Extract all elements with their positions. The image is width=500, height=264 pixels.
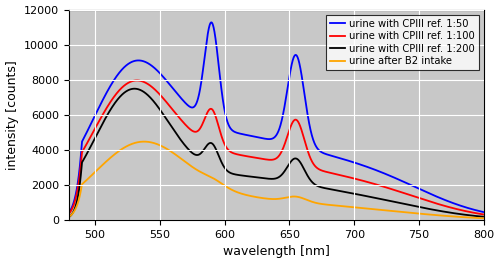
urine with CPIII ref. 1:200 — [257, 176, 263, 179]
urine after B2 intake — [87, 175, 93, 178]
urine after B2 intake — [393, 210, 399, 213]
urine with CPIII ref. 1:200 — [132, 87, 138, 90]
urine with CPIII ref. 1:50 — [469, 208, 475, 211]
urine with CPIII ref. 1:100 — [87, 136, 93, 139]
urine with CPIII ref. 1:100 — [257, 157, 263, 160]
urine with CPIII ref. 1:200 — [469, 214, 475, 217]
X-axis label: wavelength [nm]: wavelength [nm] — [223, 246, 330, 258]
urine after B2 intake — [469, 216, 475, 219]
urine with CPIII ref. 1:100 — [66, 212, 72, 215]
urine with CPIII ref. 1:50 — [393, 177, 399, 180]
urine with CPIII ref. 1:100 — [134, 79, 140, 82]
urine with CPIII ref. 1:50 — [469, 208, 475, 211]
Line: urine with CPIII ref. 1:100: urine with CPIII ref. 1:100 — [69, 81, 484, 214]
urine after B2 intake — [257, 196, 263, 199]
urine with CPIII ref. 1:50 — [257, 136, 263, 139]
Legend: urine with CPIII ref. 1:50, urine with CPIII ref. 1:100, urine with CPIII ref. 1: urine with CPIII ref. 1:50, urine with C… — [326, 15, 479, 70]
urine with CPIII ref. 1:200 — [469, 214, 475, 217]
urine after B2 intake — [268, 197, 274, 201]
Line: urine with CPIII ref. 1:200: urine with CPIII ref. 1:200 — [69, 89, 484, 217]
urine with CPIII ref. 1:100 — [469, 211, 475, 214]
Line: urine after B2 intake: urine after B2 intake — [69, 142, 484, 218]
urine with CPIII ref. 1:200 — [87, 146, 93, 149]
urine with CPIII ref. 1:100 — [481, 213, 487, 216]
urine with CPIII ref. 1:50 — [268, 137, 274, 140]
urine with CPIII ref. 1:100 — [469, 211, 475, 214]
urine after B2 intake — [481, 217, 487, 220]
urine with CPIII ref. 1:50 — [66, 211, 72, 214]
urine with CPIII ref. 1:50 — [481, 211, 487, 214]
Line: urine with CPIII ref. 1:50: urine with CPIII ref. 1:50 — [69, 22, 484, 213]
urine with CPIII ref. 1:100 — [268, 158, 274, 161]
Y-axis label: intensity [counts]: intensity [counts] — [6, 60, 18, 170]
urine with CPIII ref. 1:200 — [268, 177, 274, 181]
urine with CPIII ref. 1:50 — [208, 21, 214, 24]
urine with CPIII ref. 1:100 — [393, 189, 399, 192]
urine after B2 intake — [66, 215, 72, 218]
urine with CPIII ref. 1:200 — [481, 215, 487, 218]
urine with CPIII ref. 1:50 — [87, 124, 93, 127]
urine after B2 intake — [141, 140, 147, 143]
urine after B2 intake — [469, 216, 475, 219]
urine with CPIII ref. 1:200 — [393, 201, 399, 204]
urine with CPIII ref. 1:200 — [66, 215, 72, 219]
